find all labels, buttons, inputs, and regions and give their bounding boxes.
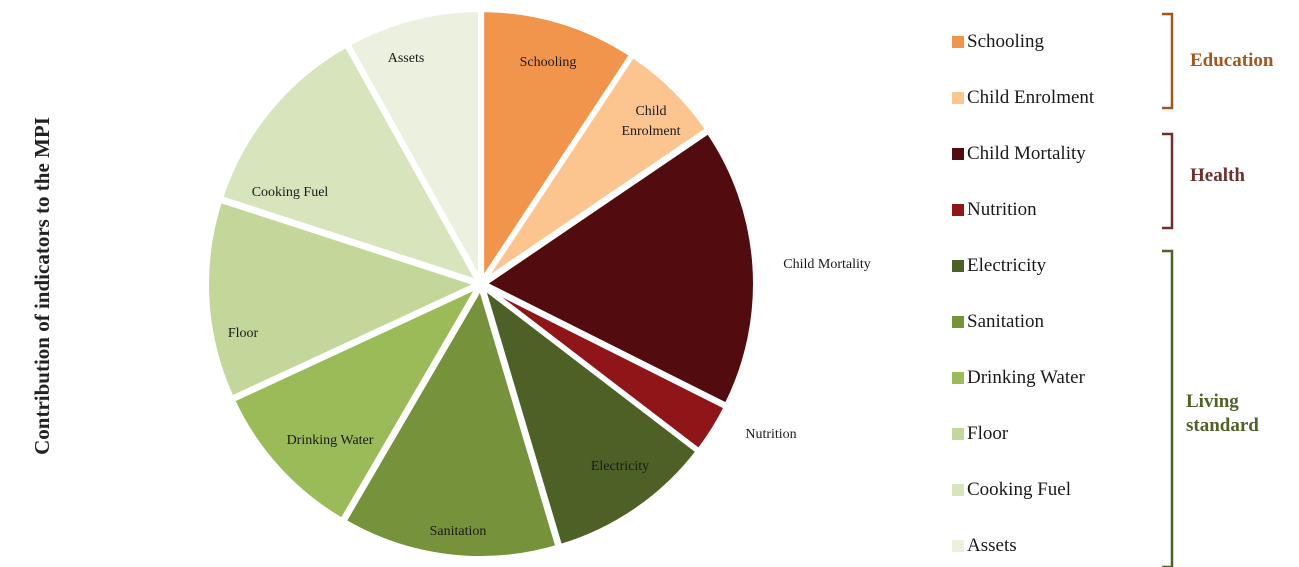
legend-label: Schooling xyxy=(967,31,1045,52)
slice-label-assets: Assets xyxy=(388,51,425,66)
legend: Schooling Child Enrolment Child Mortality N… xyxy=(952,0,1152,567)
slice-label-child-enrolment: Child Enrolment xyxy=(621,104,680,139)
legend-swatch xyxy=(952,92,964,104)
legend-label: Cooking Fuel xyxy=(967,479,1071,500)
pie-slice-schooling xyxy=(480,8,634,287)
y-axis-label: Contribution of indicators to the MPI xyxy=(30,117,54,455)
pie-slice-child-enrolment xyxy=(482,53,710,283)
pie-slice-cooking-fuel xyxy=(218,42,483,285)
legend-swatch xyxy=(952,36,964,48)
legend-item-nutrition: Nutrition xyxy=(952,198,1037,222)
pie-slice-electricity xyxy=(479,281,701,549)
pie-slice-child-mortality xyxy=(481,129,757,408)
legend-label: Nutrition xyxy=(967,199,1037,220)
group-label-living: Living standard xyxy=(1186,391,1259,436)
legend-item-drinking-water: Drinking Water xyxy=(952,366,1085,390)
bracket-living xyxy=(1162,249,1174,567)
group-brackets xyxy=(1162,12,1174,567)
slice-label-cooking-fuel: Cooking Fuel xyxy=(252,185,329,200)
legend-item-child-mortality: Child Mortality xyxy=(952,142,1086,166)
pie-slice-floor xyxy=(205,198,483,401)
legend-swatch xyxy=(952,372,964,384)
slice-label-floor: Floor xyxy=(228,326,259,341)
pie-slice-sanitation xyxy=(341,282,560,560)
legend-item-electricity: Electricity xyxy=(952,254,1046,278)
legend-swatch xyxy=(952,316,964,328)
legend-label: Child Mortality xyxy=(967,143,1086,164)
group-label-education: Education xyxy=(1190,50,1274,71)
legend-label: Drinking Water xyxy=(967,367,1085,388)
pie-slices xyxy=(205,8,757,560)
legend-swatch xyxy=(952,484,964,496)
legend-item-child-enrolment: Child Enrolment xyxy=(952,86,1094,110)
legend-label: Child Enrolment xyxy=(967,87,1095,108)
legend-swatch xyxy=(952,148,964,160)
legend-label: Assets xyxy=(967,535,1017,556)
bracket-education xyxy=(1162,12,1174,110)
slice-label-nutrition: Nutrition xyxy=(745,427,796,442)
legend-item-assets: Assets xyxy=(952,534,1017,558)
pie-slice-drinking-water xyxy=(230,282,483,523)
bracket-health xyxy=(1162,132,1174,230)
slice-label-drinking-water: Drinking Water xyxy=(287,433,374,448)
legend-item-cooking-fuel: Cooking Fuel xyxy=(952,478,1071,502)
slice-label-electricity: Electricity xyxy=(591,459,649,474)
legend-label: Sanitation xyxy=(967,311,1045,332)
legend-swatch xyxy=(952,540,964,552)
legend-item-schooling: Schooling xyxy=(952,30,1044,54)
slice-label-schooling: Schooling xyxy=(520,55,577,70)
group-label-health: Health xyxy=(1190,165,1245,186)
legend-swatch xyxy=(952,260,964,272)
legend-label: Electricity xyxy=(967,255,1047,276)
slice-label-child-mortality: Child Mortality xyxy=(783,257,871,272)
slice-label-sanitation: Sanitation xyxy=(430,524,487,539)
legend-label: Floor xyxy=(967,423,1009,444)
legend-swatch xyxy=(952,204,964,216)
pie-slice-assets xyxy=(345,8,482,288)
legend-item-floor: Floor xyxy=(952,422,1008,446)
slice-labels: Schooling Child Enrolment Child Mortality Nu… xyxy=(228,51,871,539)
legend-item-sanitation: Sanitation xyxy=(952,310,1044,334)
legend-swatch xyxy=(952,428,964,440)
